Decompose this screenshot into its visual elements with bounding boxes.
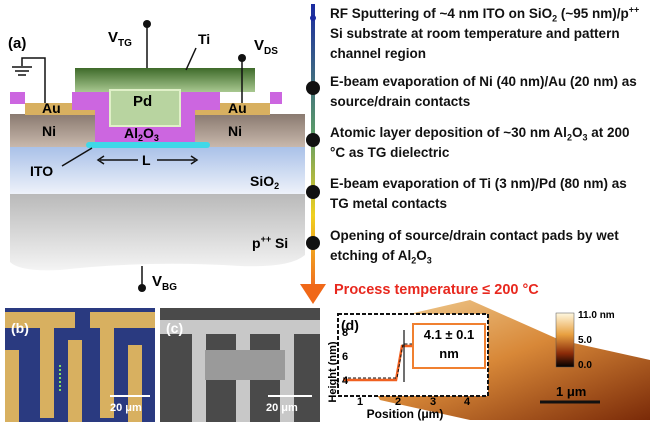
step-dot	[306, 133, 320, 147]
layer-label: p++ Si	[252, 234, 288, 251]
step-dot	[306, 185, 320, 199]
panel-label: (a)	[8, 35, 26, 52]
step-dot	[306, 81, 320, 95]
terminal	[143, 20, 151, 28]
figure-graphics: (a) VTG VDS VBG Ti Pd Au Au Ni Ni Al2O3 …	[0, 0, 655, 429]
sem-image: (c) 20 μm	[160, 308, 320, 422]
text-part: E-beam evaporation of Ni (40 nm)/Au (20 …	[330, 74, 637, 109]
ni-right	[192, 114, 305, 147]
text-part: O	[572, 125, 583, 140]
al2o3-edge	[10, 92, 25, 104]
terminal-label: VDS	[254, 37, 278, 57]
colorbar-label: 5.0	[578, 335, 592, 346]
substrate-layer	[10, 192, 305, 270]
process-result: Process temperature ≤ 200 °C	[334, 282, 539, 298]
colorbar	[556, 313, 574, 367]
step-dot	[306, 236, 320, 250]
scale-label: 20 μm	[110, 402, 142, 414]
device-schematic: (a) VTG VDS VBG Ti Pd Au Au Ni Ni Al2O3 …	[8, 20, 305, 293]
x-tick-label: 1	[357, 396, 363, 408]
al2o3-edge	[270, 92, 282, 104]
layer-label: Au	[42, 100, 61, 116]
y-tick-label: 8	[342, 327, 348, 339]
layer-label: Au	[228, 100, 247, 116]
subscript: DS	[264, 46, 278, 57]
layer-label: Ni	[42, 123, 56, 139]
subscript: 3	[154, 133, 159, 143]
layer-label: Ti	[198, 31, 210, 47]
text-part: V	[108, 29, 118, 46]
process-step: Atomic layer deposition of ~30 nm Al2O3 …	[330, 123, 648, 163]
text-part: SiO	[250, 173, 274, 189]
terminal-label: VTG	[108, 29, 132, 49]
superscript: ++	[629, 5, 640, 15]
text-part: V	[152, 273, 162, 290]
y-tick-label: 6	[342, 351, 348, 363]
process-step: E-beam evaporation of Ti (3 nm)/Pd (80 n…	[330, 174, 648, 214]
text-part: O	[143, 125, 154, 141]
layer-label: ITO	[30, 163, 53, 179]
x-tick-label: 4	[464, 396, 471, 408]
y-axis-label: Height (nm)	[327, 341, 339, 402]
subscript: 3	[427, 256, 432, 266]
optical-image: (b) 20 μm	[5, 308, 155, 422]
subscript: TG	[118, 38, 132, 49]
pd-top	[75, 68, 255, 92]
layer-label: Pd	[133, 93, 152, 110]
text-part: RF Sputtering of ~4 nm ITO on SiO	[330, 6, 552, 21]
text-part: O	[416, 248, 427, 263]
text-part: Opening of source/drain contact pads by …	[330, 228, 619, 263]
process-step: RF Sputtering of ~4 nm ITO on SiO2 (~95 …	[330, 4, 648, 64]
scale-label: 20 μm	[266, 402, 298, 414]
x-axis-label: Position (μm)	[367, 407, 444, 421]
text-part: Si substrate at room temperature and pat…	[330, 26, 620, 61]
text-part: Al	[124, 125, 138, 141]
y-tick-label: 4	[342, 375, 349, 387]
colorbar-label: 0.0	[578, 360, 592, 371]
process-step: Opening of source/drain contact pads by …	[330, 226, 648, 266]
scale-label: 1 μm	[556, 384, 586, 399]
terminal-label: VBG	[152, 273, 177, 293]
subscript: BG	[162, 282, 177, 293]
text-part: Atomic layer deposition of ~30 nm Al	[330, 125, 567, 140]
text-part: p	[252, 235, 261, 251]
layer-label: Ni	[228, 123, 242, 139]
text-part: (~95 nm)/p	[557, 6, 629, 21]
step-dot	[310, 15, 316, 21]
process-step: E-beam evaporation of Ni (40 nm)/Au (20 …	[330, 72, 648, 112]
colorbar-label: 11.0 nm	[578, 310, 615, 321]
flow-arrow	[300, 284, 326, 304]
dimension-label: L	[142, 152, 151, 168]
ito-channel	[86, 142, 210, 148]
text-part: V	[254, 37, 264, 54]
terminal	[138, 284, 146, 292]
subscript: 2	[274, 181, 279, 191]
panel-label: (b)	[11, 320, 29, 336]
step-height-label: 4.1 ± 0.1 nm	[412, 323, 486, 369]
text-part: E-beam evaporation of Ti (3 nm)/Pd (80 n…	[330, 176, 627, 211]
panel-label: (c)	[166, 320, 183, 336]
superscript: ++	[261, 234, 272, 244]
afm-image: (d) Height (nm) 8 6 4 1 2 3 4 Position (…	[327, 300, 650, 421]
figure: (a) VTG VDS VBG Ti Pd Au Au Ni Ni Al2O3 …	[0, 0, 655, 429]
terminal	[238, 54, 246, 62]
text-part: Si	[271, 235, 288, 251]
